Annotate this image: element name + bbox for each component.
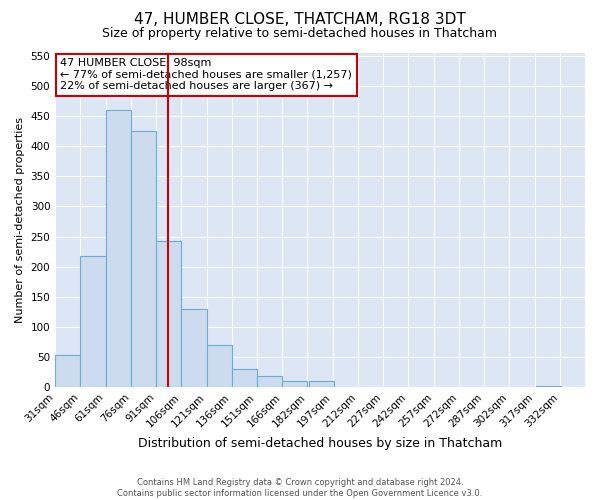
Bar [282, 381, 307, 387]
Text: 47 HUMBER CLOSE: 98sqm
← 77% of semi-detached houses are smaller (1,257)
22% of : 47 HUMBER CLOSE: 98sqm ← 77% of semi-det… [61, 58, 352, 91]
Bar [181, 310, 206, 387]
Bar [257, 376, 282, 387]
Bar [206, 345, 232, 387]
Text: Contains HM Land Registry data © Crown copyright and database right 2024.
Contai: Contains HM Land Registry data © Crown c… [118, 478, 482, 498]
Y-axis label: Number of semi-detached properties: Number of semi-detached properties [15, 117, 25, 323]
Text: Size of property relative to semi-detached houses in Thatcham: Size of property relative to semi-detach… [103, 28, 497, 40]
Bar [131, 131, 156, 387]
Bar [80, 256, 106, 387]
Text: 47, HUMBER CLOSE, THATCHAM, RG18 3DT: 47, HUMBER CLOSE, THATCHAM, RG18 3DT [134, 12, 466, 28]
Bar [232, 370, 257, 387]
Bar [106, 110, 131, 387]
Bar [309, 381, 334, 387]
Bar [536, 386, 562, 387]
Bar [156, 242, 181, 387]
Bar [55, 355, 80, 387]
X-axis label: Distribution of semi-detached houses by size in Thatcham: Distribution of semi-detached houses by … [138, 437, 502, 450]
